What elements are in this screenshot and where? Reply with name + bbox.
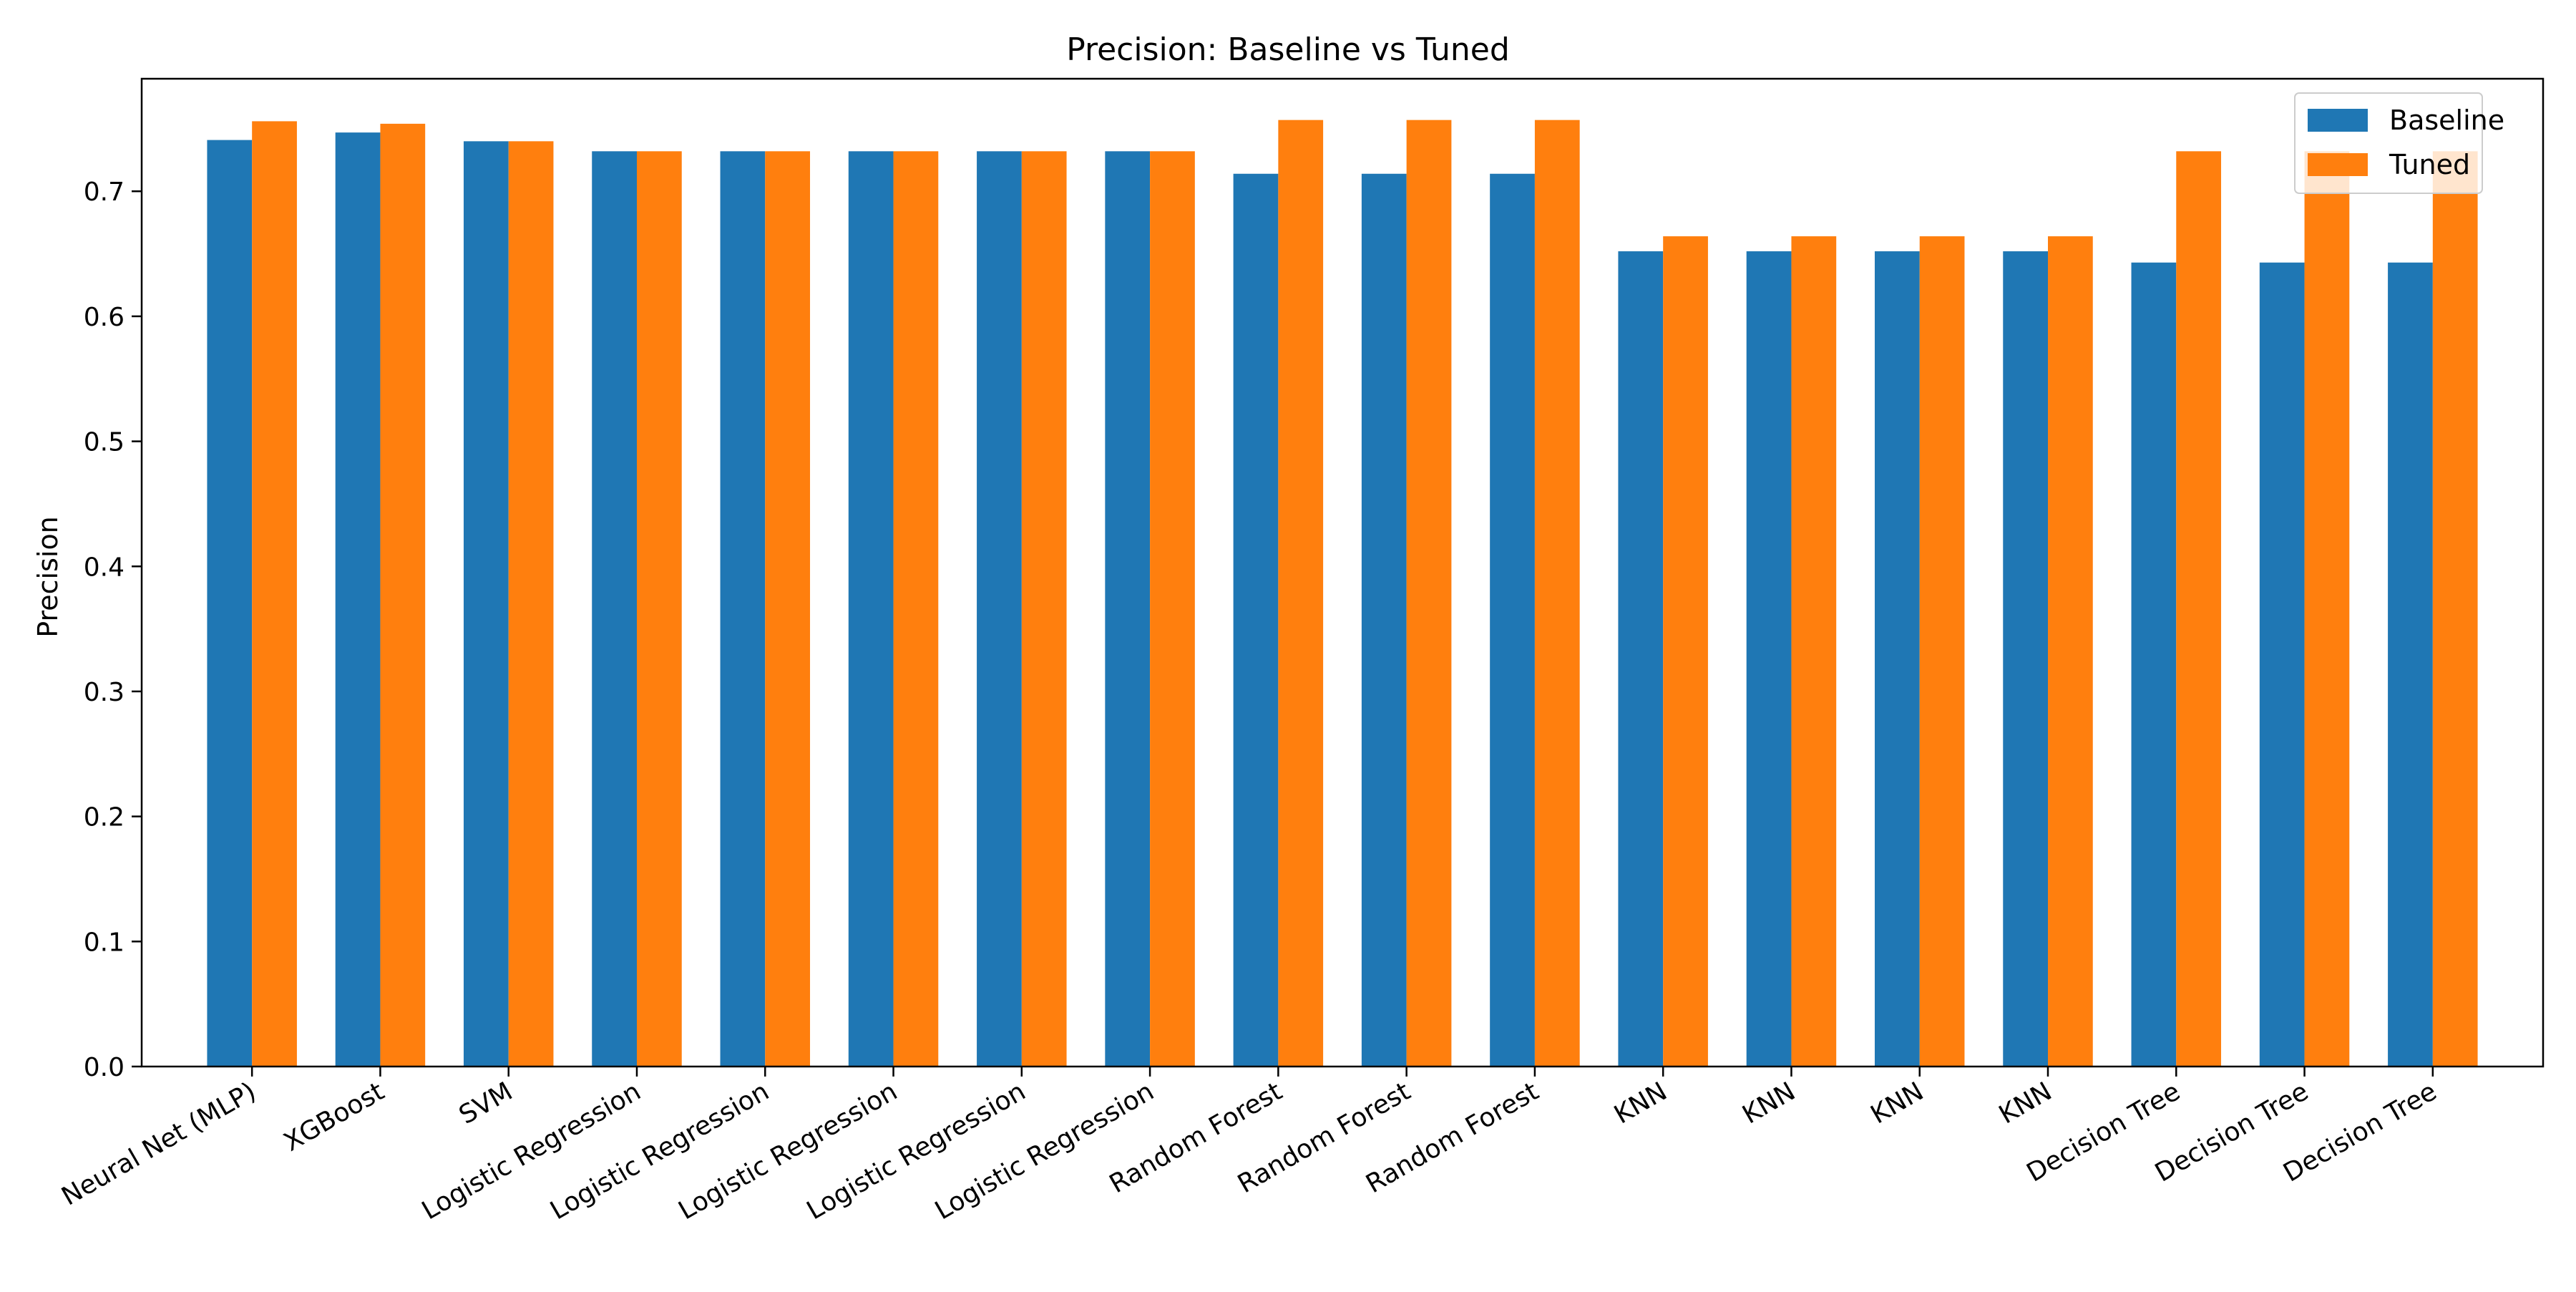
bar-baseline-11 (1618, 251, 1664, 1067)
bar-tuned-12 (1791, 236, 1837, 1067)
bar-tuned-15 (2176, 151, 2222, 1067)
bar-tuned-2 (508, 141, 554, 1067)
y-tick-label: 0.5 (84, 428, 125, 457)
bar-baseline-3 (592, 151, 637, 1067)
y-tick-label: 0.2 (84, 803, 125, 832)
plot-frame (140, 77, 2545, 1068)
y-tick-label: 0.6 (84, 303, 125, 332)
bar-baseline-8 (1233, 173, 1279, 1067)
y-tick-label: 0.3 (84, 678, 125, 707)
bar-baseline-7 (1105, 151, 1151, 1067)
legend-swatch-tuned (2308, 153, 2368, 176)
bar-tuned-6 (1021, 151, 1067, 1067)
bar-baseline-1 (335, 132, 381, 1067)
bar-baseline-16 (2259, 262, 2305, 1067)
bar-tuned-9 (1406, 120, 1452, 1067)
bar-baseline-13 (1874, 251, 1920, 1067)
bar-baseline-5 (848, 151, 894, 1067)
bar-baseline-9 (1361, 173, 1407, 1067)
bar-tuned-10 (1534, 120, 1580, 1067)
legend-label-baseline: Baseline (2389, 105, 2504, 136)
bar-tuned-5 (893, 151, 939, 1067)
y-tick-label: 0.7 (84, 178, 125, 207)
bar-baseline-4 (720, 151, 766, 1067)
y-axis: 0.0 0.1 0.2 0.3 0.4 0.5 0.6 0.7 (84, 178, 142, 1082)
bar-baseline-6 (977, 151, 1022, 1067)
bar-baseline-2 (463, 141, 509, 1067)
chart-title: Precision: Baseline vs Tuned (1066, 31, 1510, 68)
bar-tuned-13 (1919, 236, 1965, 1067)
bar-tuned-17 (2432, 151, 2478, 1067)
y-axis-label: Precision (32, 516, 64, 638)
bar-tuned-4 (765, 151, 811, 1067)
bar-baseline-12 (1746, 251, 1792, 1067)
bar-baseline-10 (1490, 173, 1535, 1067)
bars-layer (207, 120, 2478, 1067)
bar-tuned-0 (252, 121, 297, 1067)
y-tick-label: 0.1 (84, 928, 125, 957)
legend-swatch-baseline (2308, 109, 2368, 132)
legend: Baseline Tuned (2294, 92, 2504, 194)
bar-tuned-8 (1278, 120, 1324, 1067)
bar-tuned-3 (636, 151, 682, 1067)
bar-baseline-15 (2131, 262, 2177, 1067)
y-tick-label: 0.0 (84, 1053, 125, 1082)
bar-tuned-1 (380, 123, 426, 1067)
bar-tuned-11 (1663, 236, 1708, 1067)
bar-tuned-7 (1150, 151, 1195, 1067)
bar-tuned-16 (2304, 151, 2350, 1067)
bar-baseline-0 (207, 140, 253, 1067)
y-tick-label: 0.4 (84, 553, 125, 582)
bar-baseline-17 (2388, 262, 2433, 1067)
bar-baseline-14 (2003, 251, 2049, 1067)
bar-tuned-14 (2048, 236, 2093, 1067)
legend-label-tuned: Tuned (2389, 149, 2470, 180)
